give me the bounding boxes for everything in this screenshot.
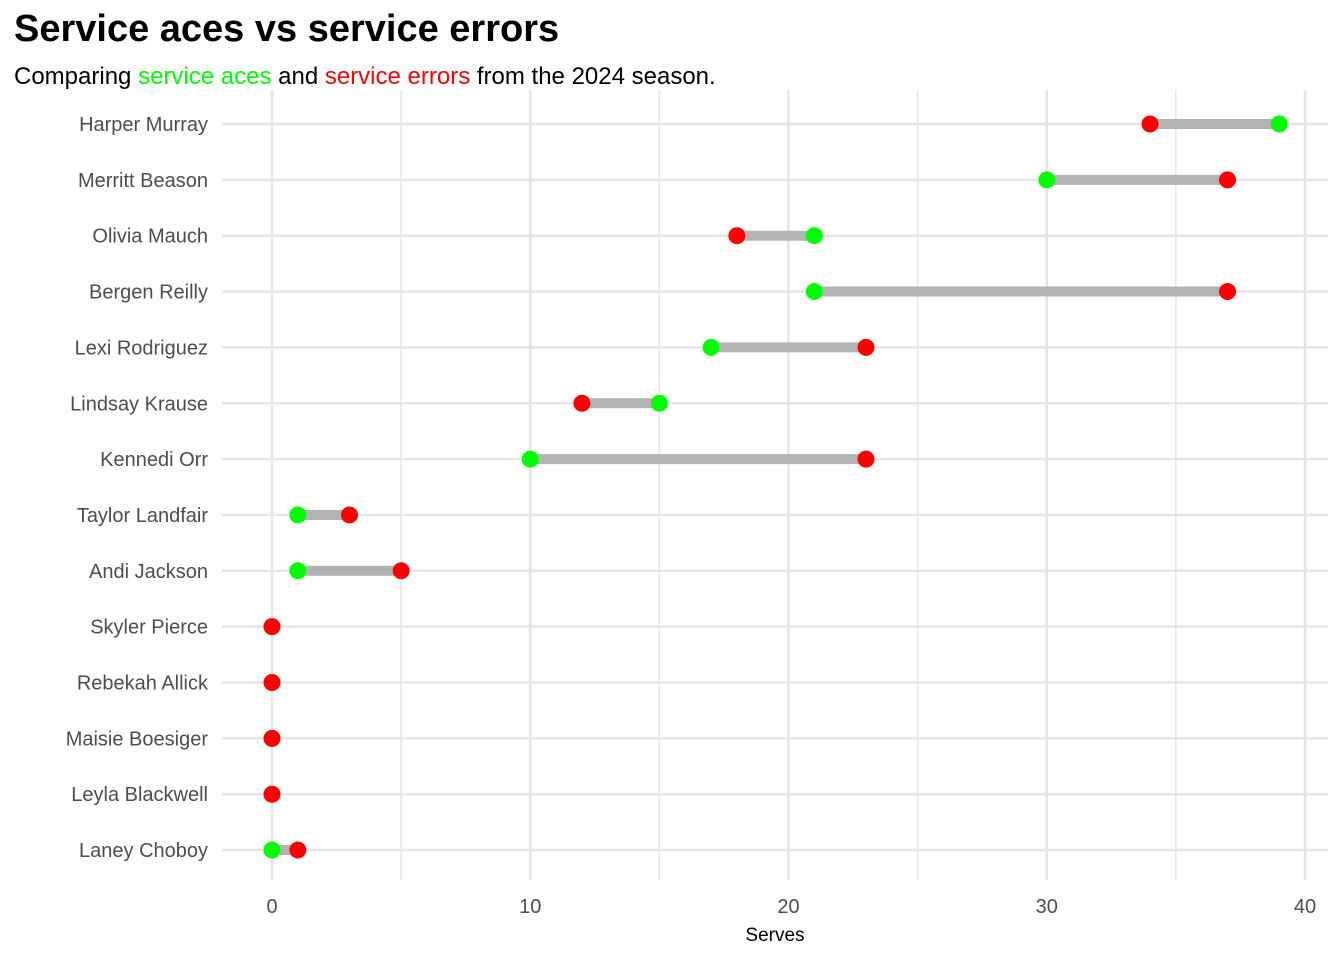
service-aces-point bbox=[650, 394, 668, 412]
service-aces-point bbox=[1270, 115, 1288, 133]
label-layer: 0 10 20 30 40 Harper Murray Merritt Beason Oliv… bbox=[66, 114, 1316, 918]
y-tick-label: Lexi Rodriguez bbox=[75, 337, 208, 359]
service-aces-point bbox=[289, 506, 307, 524]
y-tick-label: Bergen Reilly bbox=[89, 282, 208, 304]
subtitle-prefix: Comparing bbox=[14, 63, 139, 90]
y-tick-label: Andi Jackson bbox=[89, 561, 208, 583]
service-errors-point bbox=[1219, 171, 1237, 189]
service-errors-point bbox=[1219, 283, 1237, 301]
y-tick-label: Harper Murray bbox=[79, 114, 208, 136]
x-tick-label: 10 bbox=[519, 896, 541, 918]
service-aces-point bbox=[805, 283, 823, 301]
y-tick-label: Maisie Boesiger bbox=[66, 728, 209, 750]
service-errors-point bbox=[263, 729, 281, 747]
y-tick-label: Merritt Beason bbox=[78, 170, 208, 192]
segment-layer bbox=[272, 119, 1280, 856]
service-aces-point bbox=[702, 338, 720, 356]
service-errors-point bbox=[392, 562, 410, 580]
service-aces-point bbox=[263, 841, 281, 859]
x-tick-label: 40 bbox=[1294, 896, 1316, 918]
chart-title: Service aces vs service errors bbox=[14, 8, 560, 50]
service-errors-point bbox=[263, 618, 281, 636]
service-aces-point bbox=[805, 227, 823, 245]
chart-subtitle: Comparing service aces and service error… bbox=[14, 63, 716, 91]
subtitle-middle: and bbox=[271, 63, 325, 90]
service-errors-point bbox=[857, 338, 875, 356]
service-errors-point bbox=[263, 674, 281, 691]
x-tick-label: 30 bbox=[1036, 896, 1058, 918]
service-errors-point bbox=[263, 785, 281, 803]
y-tick-label: Skyler Pierce bbox=[90, 617, 208, 639]
x-axis-label: Serves bbox=[745, 925, 804, 946]
y-tick-label: Olivia Mauch bbox=[92, 226, 208, 248]
point-layer bbox=[263, 115, 1288, 859]
service-aces-point bbox=[289, 562, 307, 580]
service-errors-point bbox=[857, 450, 875, 468]
service-errors-point bbox=[289, 841, 307, 859]
service-aces-point bbox=[1038, 171, 1056, 189]
subtitle-errors-label: service errors bbox=[324, 63, 471, 90]
y-tick-label: Rebekah Allick bbox=[77, 673, 209, 695]
subtitle-aces-label: service aces bbox=[138, 63, 272, 90]
service-errors-point bbox=[573, 394, 591, 412]
service-errors-point bbox=[728, 227, 746, 245]
service-errors-point bbox=[1141, 115, 1159, 133]
x-tick-label: 20 bbox=[777, 896, 799, 918]
y-tick-label: Laney Choboy bbox=[79, 840, 208, 862]
y-tick-label: Taylor Landfair bbox=[77, 505, 209, 527]
y-tick-label: Lindsay Krause bbox=[70, 393, 208, 415]
y-tick-label: Kennedi Orr bbox=[100, 449, 208, 471]
x-tick-label: 0 bbox=[266, 896, 277, 918]
grid-layer bbox=[222, 90, 1328, 880]
y-tick-label: Leyla Blackwell bbox=[71, 784, 208, 806]
service-aces-point bbox=[521, 450, 539, 468]
subtitle-suffix: from the 2024 season. bbox=[470, 63, 716, 90]
service-errors-point bbox=[340, 506, 358, 524]
